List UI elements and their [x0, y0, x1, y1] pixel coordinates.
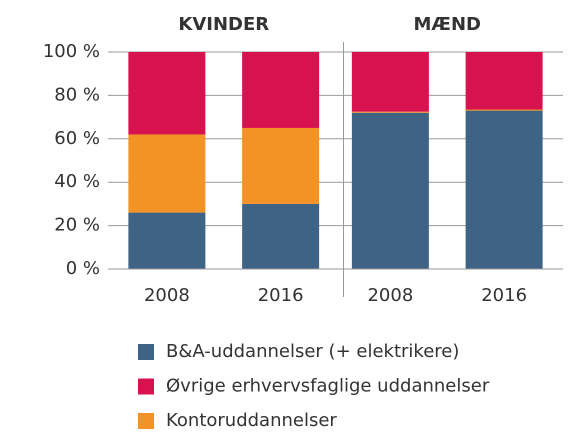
x-tick-label: 2008 — [367, 285, 413, 306]
y-tick-label: 60 % — [54, 128, 100, 149]
bar-segment — [465, 110, 543, 269]
y-tick-label: 80 % — [54, 84, 100, 105]
bar-segment — [465, 109, 543, 111]
bar-segment — [351, 52, 429, 112]
y-tick-label: 100 % — [43, 41, 100, 62]
bar-segment — [242, 203, 320, 269]
y-tick-label: 20 % — [54, 215, 100, 236]
bar-segment — [128, 212, 206, 269]
bar-segment — [351, 111, 429, 113]
x-tick-label: 2008 — [144, 285, 190, 306]
group-label: MÆND — [414, 14, 481, 35]
legend-swatch — [138, 344, 154, 360]
x-tick-label: 2016 — [258, 285, 304, 306]
bar-segment — [128, 134, 206, 213]
x-tick-label: 2016 — [481, 285, 527, 306]
legend-swatch — [138, 378, 154, 395]
bar-segment — [242, 127, 320, 204]
bar-segment — [242, 52, 320, 128]
legend-label: Kontoruddannelser — [166, 410, 337, 431]
legend-label: Øvrige erhvervsfaglige uddannelser — [166, 376, 490, 397]
bar-segment — [128, 52, 206, 135]
bar-segment — [465, 52, 543, 110]
legend-label: B&A-uddannelser (+ elektrikere) — [166, 341, 459, 362]
y-tick-label: 40 % — [54, 171, 100, 192]
group-label: KVINDER — [178, 14, 269, 35]
y-tick-label: 0 % — [66, 258, 100, 279]
legend-swatch — [138, 413, 154, 429]
bar-segment — [351, 112, 429, 269]
